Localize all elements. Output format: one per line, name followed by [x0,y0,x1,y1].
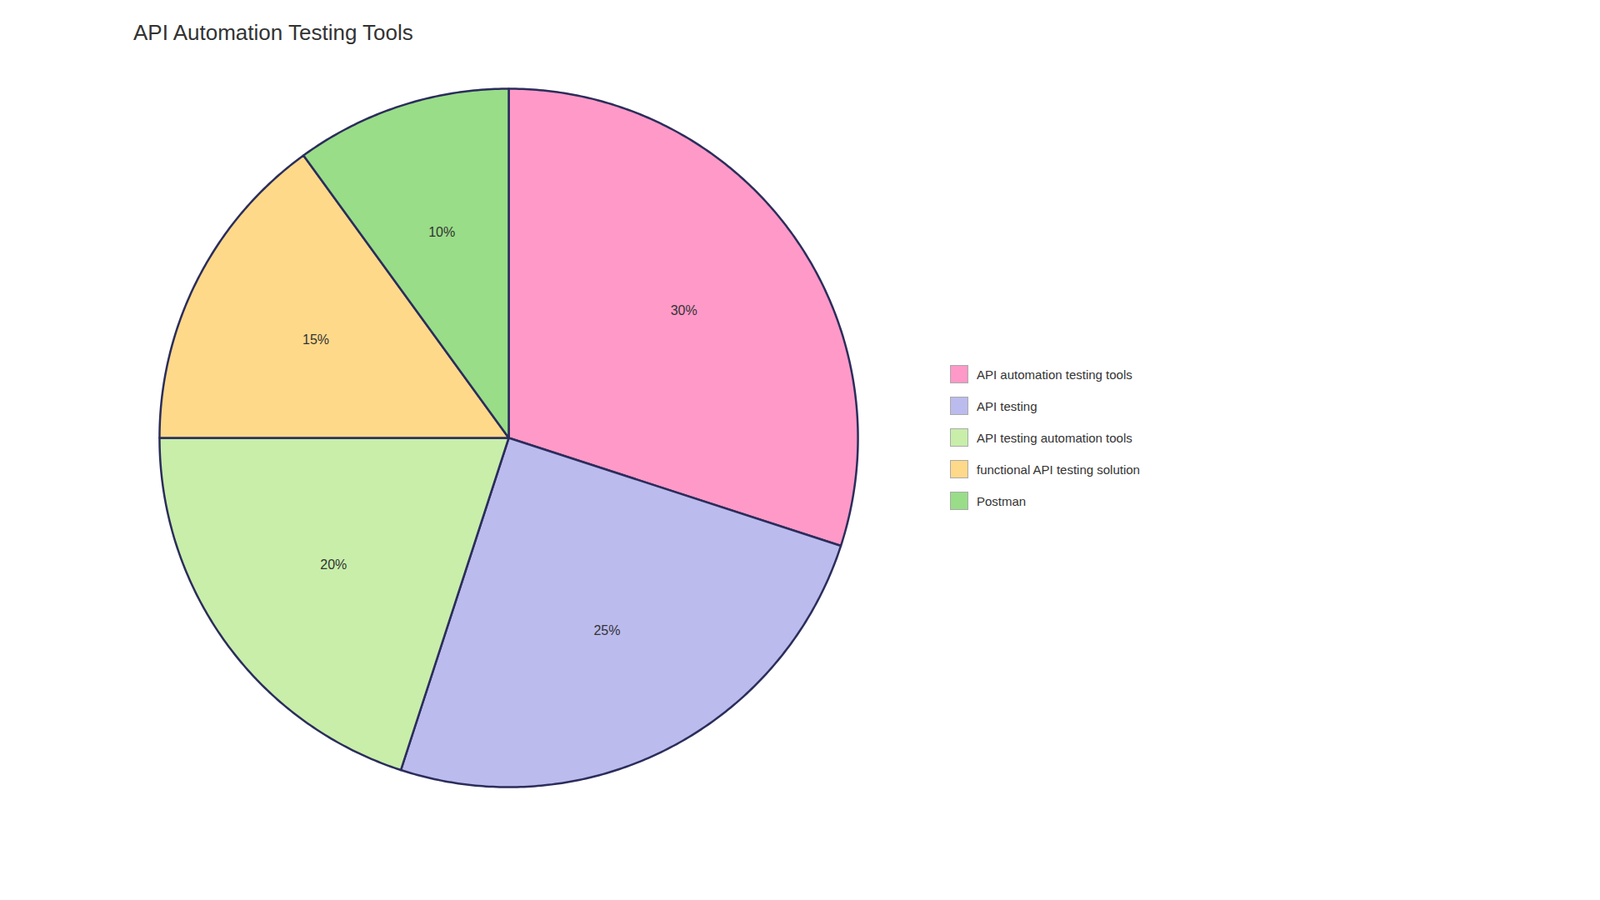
svg-text:30%: 30% [670,303,698,318]
html-text:API testing: API testing [976,398,1038,413]
svg-text:10%: 10% [428,225,455,240]
svg-text:15%: 15% [302,332,330,347]
html-text:Postman: Postman [976,493,1026,508]
html-text:API Automation Testing Tools: API Automation Testing Tools [133,20,414,45]
html-text:API testing automation tools: API testing automation tools [976,430,1133,445]
html-text:API automation testing tools: API automation testing tools [976,367,1133,382]
html-text:functional API testing solutio: functional API testing solution [976,462,1140,477]
svg-text:20%: 20% [320,557,347,572]
svg-text:25%: 25% [593,623,620,638]
